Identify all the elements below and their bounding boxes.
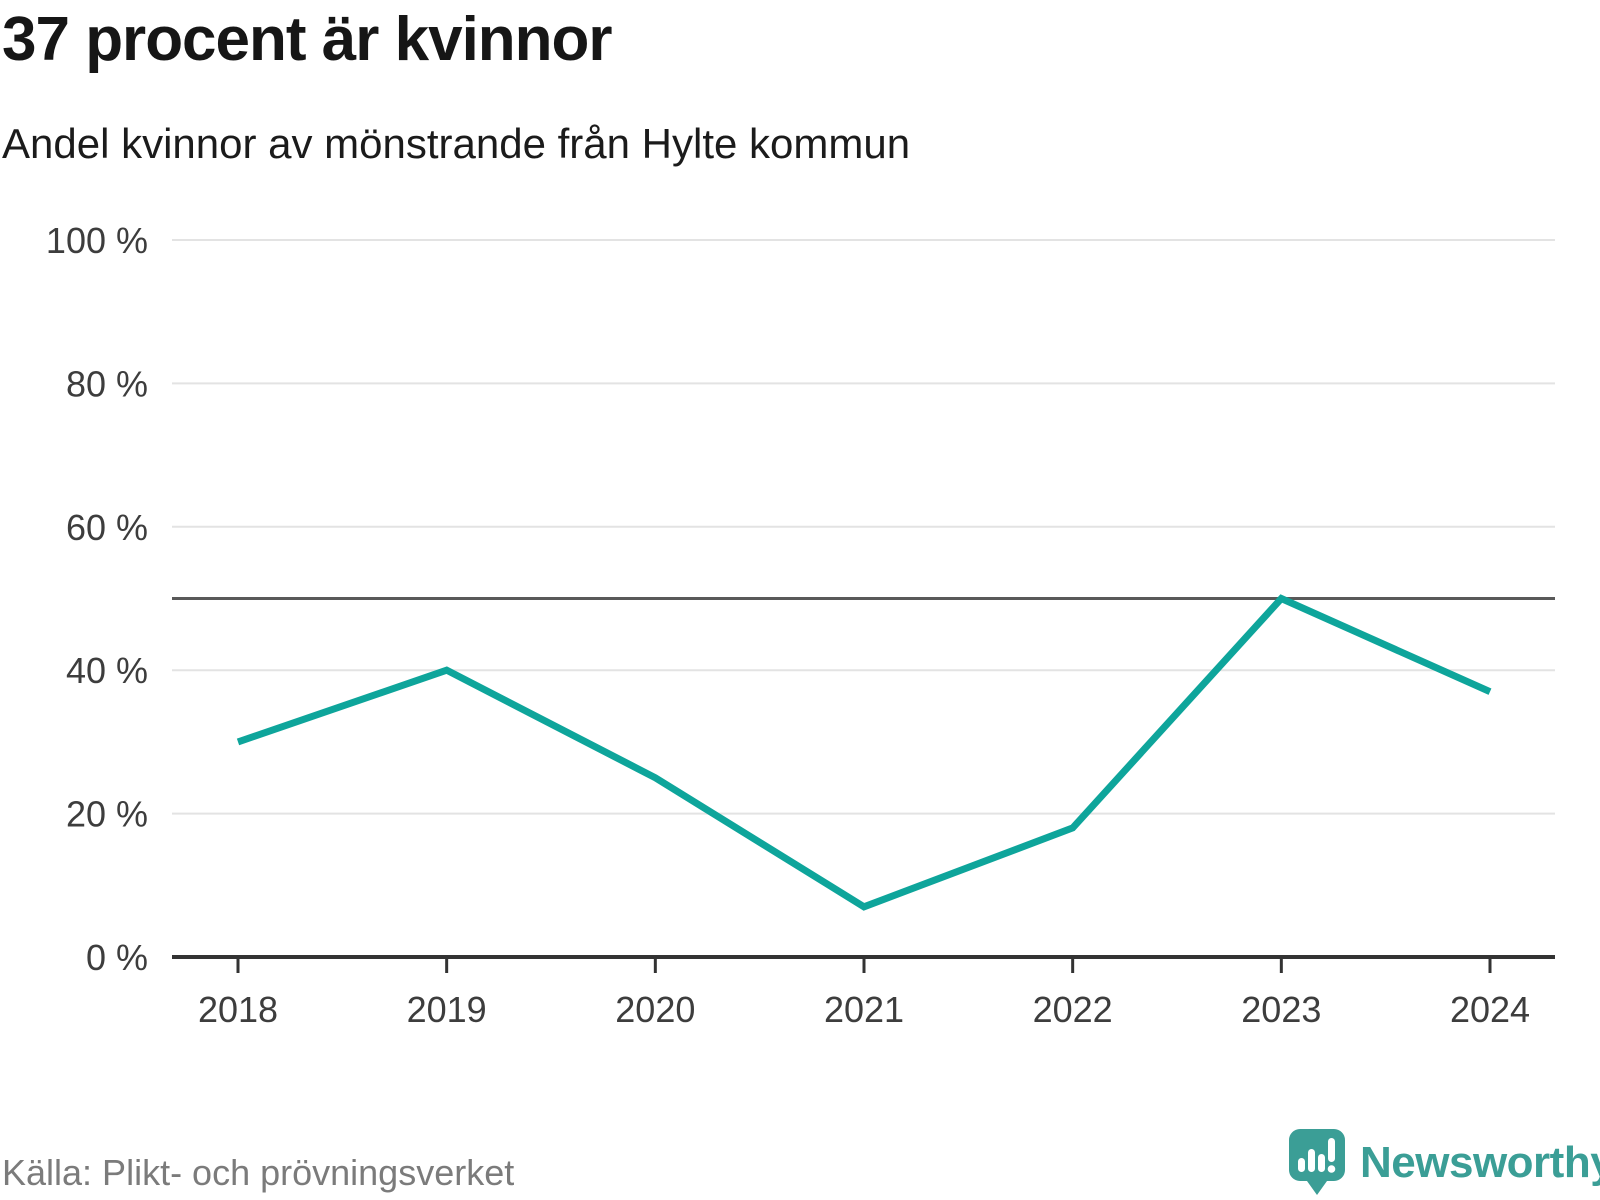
y-axis-label: 80 % [66, 363, 148, 404]
x-axis-label: 2022 [1033, 989, 1113, 1030]
chart-title: 37 procent är kvinnor [2, 5, 613, 74]
y-axis-label: 0 % [86, 937, 148, 978]
x-axis-label: 2023 [1241, 989, 1321, 1030]
newsworthy-logo-text: Newsworthy [1360, 1138, 1600, 1187]
x-axis-label: 2018 [198, 989, 278, 1030]
x-axis-label: 2020 [615, 989, 695, 1030]
chart-subtitle: Andel kvinnor av mönstrande från Hylte k… [2, 120, 911, 167]
source-text: Källa: Plikt- och prövningsverket [2, 1152, 515, 1193]
y-axis-label: 60 % [66, 507, 148, 548]
y-axis-label: 20 % [66, 794, 148, 835]
x-axis-label: 2024 [1450, 989, 1530, 1030]
newsworthy-logo-icon [1289, 1129, 1345, 1195]
x-axis-label: 2021 [824, 989, 904, 1030]
x-axis-label: 2019 [407, 989, 487, 1030]
data-line [236, 594, 1492, 911]
y-axis-label: 40 % [66, 650, 148, 691]
newsworthy-logo: Newsworthy [1288, 1128, 1600, 1198]
logo-bar-chart-glyph [1298, 1138, 1336, 1173]
y-axis-label: 100 % [46, 220, 148, 261]
